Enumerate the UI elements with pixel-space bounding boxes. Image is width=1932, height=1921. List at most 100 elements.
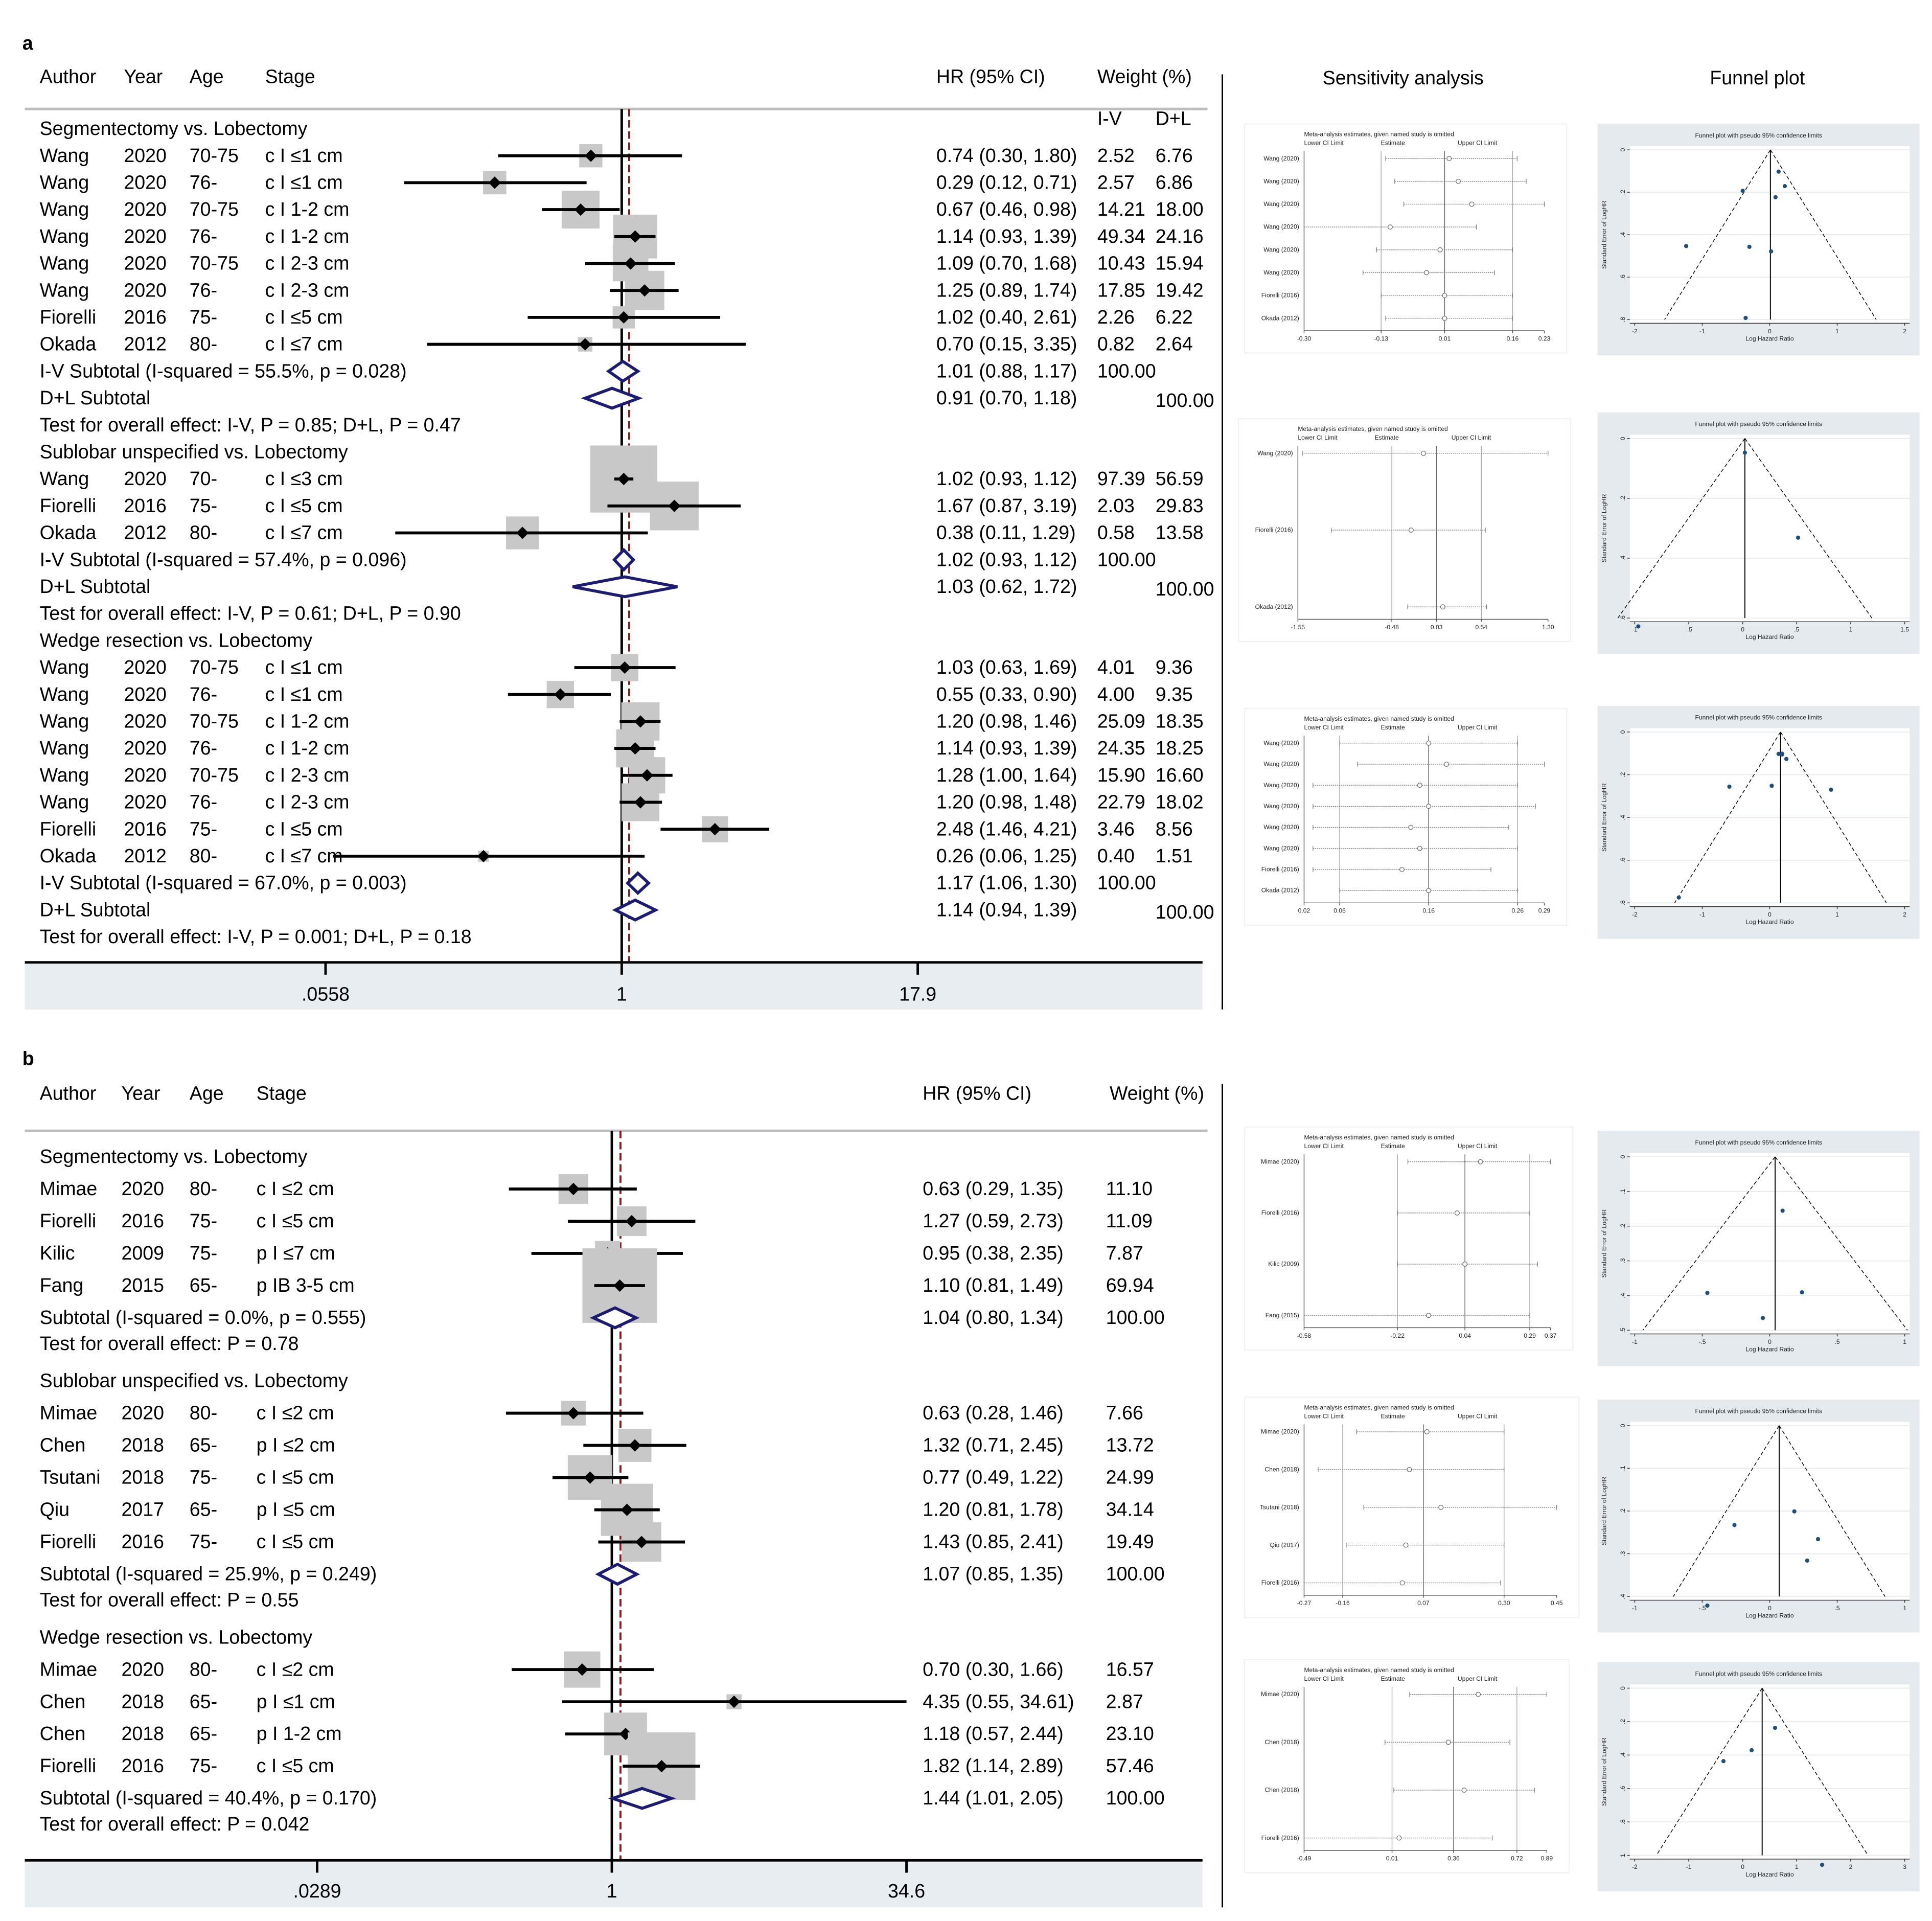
overall-effect-test: Test for overall effect: P = 0.55	[40, 1589, 299, 1611]
study-author: Wang	[40, 145, 89, 166]
overall-effect-test: Test for overall effect: P = 0.78	[40, 1333, 299, 1354]
study-hr-ci: 1.03 (0.63, 1.69)	[936, 656, 1077, 678]
study-weight: 7.66	[1106, 1402, 1143, 1424]
study-stage: c I 1-2 cm	[265, 710, 350, 731]
subtotal-label: D+L Subtotal	[40, 899, 151, 920]
study-weight: 0.82	[1097, 333, 1135, 355]
x-tick-label: 1	[1835, 911, 1839, 918]
estimate-marker	[1462, 1262, 1468, 1267]
x-tick-label: -0.22	[1390, 1332, 1405, 1339]
study-author: Kilic	[40, 1242, 75, 1264]
x-tick-label: 0.89	[1541, 1855, 1553, 1862]
subtotal-label: D+L Subtotal	[40, 387, 151, 408]
study-weight: 11.10	[1106, 1178, 1153, 1199]
study-row: Chen 2018 65- p I ≤2 cm 1.32 (0.71, 2.45) 13.…	[40, 1429, 1154, 1462]
study-weight: 2.87	[1106, 1690, 1143, 1712]
study-hr-ci: 0.29 (0.12, 0.71)	[936, 172, 1077, 193]
estimate-marker	[1456, 178, 1461, 184]
study-stage: c I ≤2 cm	[257, 1658, 334, 1680]
subtotal-diamond	[572, 575, 678, 599]
study-weight-dl: 6.86	[1156, 172, 1193, 193]
panel-label: b	[22, 1048, 34, 1069]
x-tick-label: 0.03	[1431, 624, 1443, 631]
study-year: 2012	[124, 845, 167, 866]
y-tick-label: .2	[1619, 772, 1626, 777]
study-weight: 13.72	[1106, 1434, 1154, 1456]
point-estimate	[584, 1471, 596, 1484]
study-weight-dl: 6.22	[1156, 306, 1193, 328]
subtotal-weight: 100.00	[1097, 360, 1156, 381]
y-tick-label: .2	[1619, 496, 1626, 501]
study-author: Okada	[40, 845, 97, 866]
study-hr-ci: 0.63 (0.28, 1.46)	[923, 1402, 1064, 1424]
study-weight: 7.87	[1106, 1242, 1143, 1264]
study-author: Fang	[40, 1274, 84, 1296]
study-author: Chen	[40, 1723, 86, 1744]
study-label: Fang (2015)	[1266, 1312, 1299, 1319]
study-hr-ci: 1.20 (0.98, 1.48)	[936, 791, 1077, 813]
study-row: Tsutani 2018 75- c I ≤5 cm 0.77 (0.49, 1.22)…	[40, 1455, 1154, 1500]
study-weight: 19.49	[1106, 1531, 1154, 1552]
funnel-point	[1769, 784, 1774, 788]
study-label: Fiorelli (2016)	[1261, 1579, 1299, 1586]
legend-estimate: Estimate	[1381, 139, 1405, 146]
study-weight: 15.90	[1097, 764, 1145, 786]
estimate-marker	[1407, 1467, 1412, 1472]
study-hr-ci: 1.67 (0.87, 3.19)	[936, 495, 1077, 516]
study-row: Fang 2015 65- p IB 3-5 cm 1.10 (0.81, 1.49) 6…	[40, 1248, 1154, 1323]
y-tick-label: .6	[1619, 275, 1626, 280]
subtotal-row: Subtotal (I-squared = 40.4%, p = 0.170) 1…	[40, 1787, 1165, 1810]
sensitivity-title: Meta-analysis estimates, given named stu…	[1304, 1404, 1454, 1411]
subtotal-label: I-V Subtotal (I-squared = 55.5%, p = 0.0…	[40, 360, 407, 381]
study-weight: 2.57	[1097, 172, 1135, 193]
study-label: Okada (2012)	[1261, 887, 1299, 894]
estimate-marker	[1424, 1429, 1430, 1434]
estimate-marker	[1399, 866, 1405, 872]
study-age: 75-	[190, 818, 217, 839]
subtotal-hr-ci: 1.02 (0.93, 1.12)	[936, 548, 1077, 570]
study-weight: 49.34	[1097, 225, 1145, 247]
y-tick-label: .4	[1619, 815, 1626, 820]
x-tick-label: 0	[1768, 911, 1772, 918]
study-author: Chen	[40, 1434, 86, 1456]
confidence-limit-left	[1642, 1156, 1776, 1331]
study-label: Mimae (2020)	[1261, 1690, 1299, 1698]
x-tick-label: -0.58	[1297, 1332, 1312, 1339]
subtotal-weight-dl: 100.00	[1156, 390, 1214, 411]
funnel-title: Funnel plot with pseudo 95% confidence l…	[1695, 714, 1822, 721]
estimate-marker	[1437, 247, 1443, 253]
study-row: Wang 2020 76- c I 2-3 cm 1.20 (0.98, 1.48) 22…	[40, 783, 1204, 821]
group-title: Wedge resection vs. Lobectomy	[40, 1626, 313, 1648]
study-author: Wang	[40, 764, 89, 786]
subtotal-row: Subtotal (I-squared = 0.0%, p = 0.555) 1.…	[40, 1306, 1165, 1330]
study-weight: 14.21	[1097, 198, 1145, 220]
x-tick-label: 0	[1768, 1338, 1772, 1345]
point-estimate	[629, 742, 641, 755]
study-stage: c I ≤2 cm	[257, 1402, 334, 1424]
study-stage: p I 1-2 cm	[257, 1723, 342, 1744]
x-tick-label: .0289	[293, 1880, 341, 1902]
funnel-plot: Funnel plot with pseudo 95% confidence l…	[1597, 124, 1920, 356]
study-weight-dl: 15.94	[1156, 253, 1204, 274]
funnel-point	[1732, 1523, 1737, 1527]
study-year: 2015	[122, 1274, 165, 1296]
x-axis-label: Log Hazard Ratio	[1745, 919, 1794, 926]
study-age: 80-	[190, 333, 217, 355]
estimate-marker	[1478, 1159, 1483, 1164]
estimate-marker	[1426, 1313, 1432, 1318]
legend-estimate: Estimate	[1381, 1142, 1405, 1150]
study-age: 75-	[190, 306, 217, 328]
funnel-point	[1805, 1558, 1809, 1563]
point-estimate	[516, 527, 529, 539]
subtotal-label: I-V Subtotal (I-squared = 57.4%, p = 0.0…	[40, 548, 407, 570]
sensitivity-bg	[1244, 1126, 1574, 1351]
study-label: Okada (2012)	[1261, 314, 1299, 322]
y-axis-label: Standard Error of LogHR	[1601, 1737, 1608, 1806]
confidence-limit-right	[1744, 438, 1872, 619]
study-weight: 16.57	[1106, 1658, 1154, 1680]
study-author: Tsutani	[40, 1467, 101, 1488]
x-tick-label: 1.5	[1900, 626, 1909, 633]
study-weight-dl: 6.76	[1156, 145, 1193, 166]
study-stage: c I 2-3 cm	[265, 791, 350, 813]
subtotal-diamond	[612, 898, 659, 922]
